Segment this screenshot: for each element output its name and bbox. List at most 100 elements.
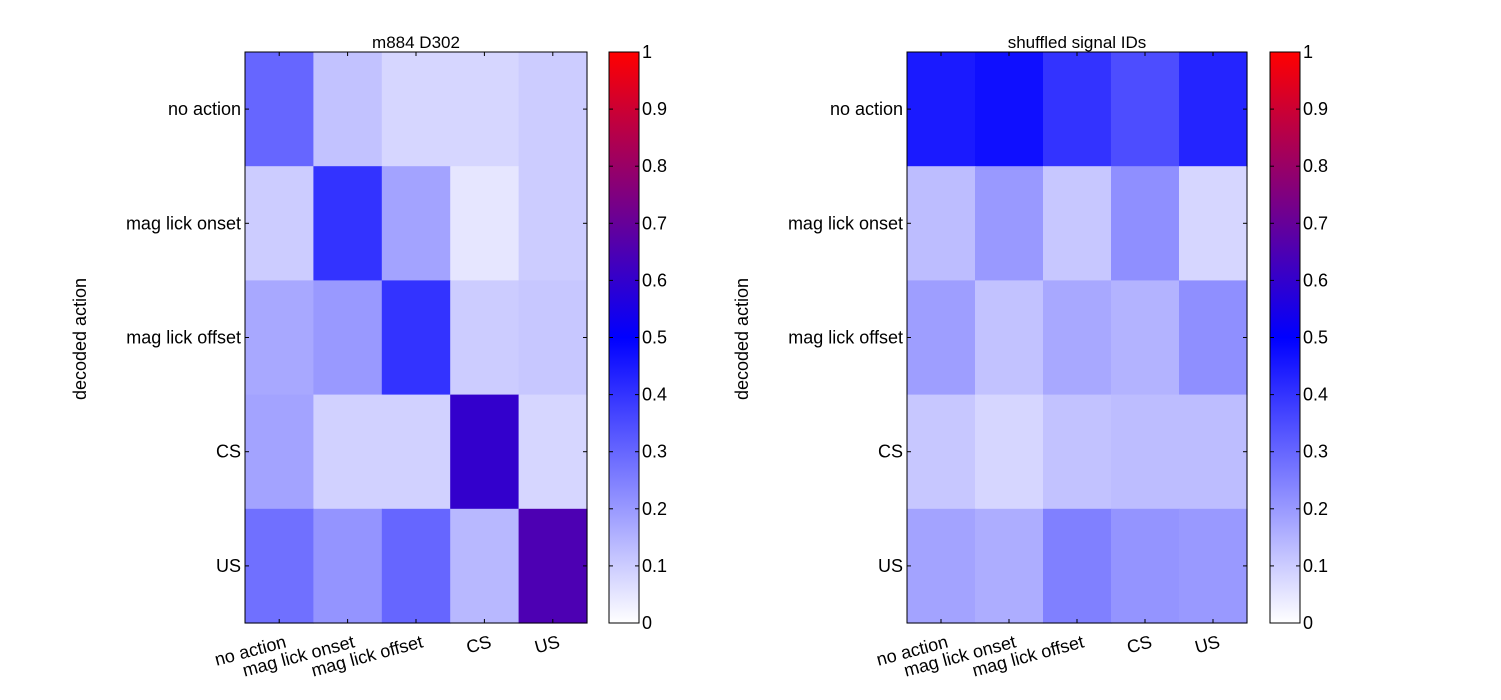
y-tick-label: US: [878, 556, 903, 576]
heatmap-cells: [907, 52, 1248, 624]
heatmap-cell: [975, 508, 1044, 624]
heatmap-cell: [1043, 52, 1112, 167]
heatmap-cell: [1111, 508, 1180, 624]
heatmap-cell: [907, 52, 976, 167]
heatmap-cell: [518, 280, 588, 396]
y-tick-label: CS: [216, 442, 241, 462]
heatmap-cell: [381, 166, 451, 281]
x-tick-label: CS: [464, 632, 493, 658]
y-axis-label: decoded action: [732, 278, 752, 400]
colorbar-gradient: [1270, 52, 1300, 623]
heatmap-cell: [518, 52, 588, 167]
heatmap-cell: [1043, 166, 1112, 281]
heatmap-cell: [381, 394, 451, 510]
y-tick-label: mag lick offset: [126, 328, 241, 348]
colorbar-tick-label: 0.6: [1303, 270, 1328, 290]
heatmap-cell: [907, 394, 976, 510]
heatmap-cells: [245, 52, 588, 624]
colorbar-tick-label: 0.9: [1303, 99, 1328, 119]
y-axis-label: decoded action: [70, 278, 90, 400]
colorbar-tick-label: 0.5: [1303, 328, 1328, 348]
x-tick-label: US: [532, 632, 561, 658]
heatmap-cell: [381, 508, 451, 624]
axis-ticks: no action mag lick onset mag lick offset CS…: [126, 52, 587, 681]
heatmap-cell: [1111, 394, 1180, 510]
colorbar-tick-label: 1: [1303, 42, 1313, 62]
heatmap-cell: [245, 52, 314, 167]
heatmap-cell: [381, 280, 451, 396]
heatmap-cell: [518, 394, 588, 510]
y-tick-label: CS: [878, 442, 903, 462]
colorbar-tick-label: 0.1: [642, 556, 667, 576]
colorbar-tick-label: 0.2: [642, 499, 667, 519]
heatmap-cell: [1179, 52, 1248, 167]
colorbar-tick-label: 0.3: [1303, 442, 1328, 462]
heatmap-cell: [907, 508, 976, 624]
heatmap-panel-left: m884 D302 decoded action no action mag li…: [70, 33, 667, 681]
y-tick-label: no action: [168, 99, 241, 119]
x-tick-label: US: [1193, 632, 1222, 658]
colorbar-tick-label: 0.7: [642, 213, 667, 233]
colorbar: 0 0.1 0.2 0.3 0.4 0.5 0.6 0.7 0.8 0.9 1: [608, 42, 667, 633]
heatmap-cell: [907, 166, 976, 281]
heatmap-cell: [975, 394, 1044, 510]
y-tick-label: US: [216, 556, 241, 576]
y-tick-label: mag lick offset: [788, 328, 903, 348]
heatmap-cell: [975, 52, 1044, 167]
colorbar-tick-label: 0.6: [642, 270, 667, 290]
heatmap-cell: [450, 280, 520, 396]
colorbar-tick-label: 1: [642, 42, 652, 62]
heatmap-cell: [313, 394, 383, 510]
heatmap-cell: [907, 280, 976, 396]
heatmap-cell: [450, 394, 520, 510]
heatmap-cell: [1179, 166, 1248, 281]
heatmap-cell: [313, 52, 383, 167]
panel-title: shuffled signal IDs: [1008, 33, 1147, 52]
colorbar-tick-label: 0.4: [642, 385, 667, 405]
colorbar-tick-label: 0.2: [1303, 499, 1328, 519]
heatmap-cell: [313, 508, 383, 624]
colorbar-tick-label: 0.3: [642, 442, 667, 462]
heatmap-cell: [1111, 52, 1180, 167]
heatmap-cell: [1111, 166, 1180, 281]
x-tick-label: CS: [1125, 632, 1154, 658]
y-tick-label: mag lick onset: [788, 213, 903, 233]
heatmap-cell: [450, 508, 520, 624]
heatmap-cell: [245, 166, 314, 281]
heatmap-cell: [313, 166, 383, 281]
heatmap-cell: [245, 280, 314, 396]
colorbar-tick-label: 0.8: [642, 156, 667, 176]
colorbar-tick-label: 0.8: [1303, 156, 1328, 176]
heatmap-cell: [381, 52, 451, 167]
panel-title: m884 D302: [372, 33, 460, 52]
colorbar-tick-label: 0: [642, 613, 652, 633]
heatmap-cell: [450, 52, 520, 167]
colorbar-tick-label: 0.7: [1303, 213, 1328, 233]
heatmap-cell: [245, 508, 314, 624]
colorbar-tick-label: 0.4: [1303, 385, 1328, 405]
plot-frame: [244, 51, 588, 624]
plot-frame: [906, 51, 1248, 624]
heatmap-cell: [1043, 394, 1112, 510]
y-tick-label: mag lick onset: [126, 213, 241, 233]
heatmap-cell: [518, 508, 588, 624]
colorbar-tick-label: 0.1: [1303, 556, 1328, 576]
heatmap-cell: [1043, 508, 1112, 624]
heatmap-panel-right: shuffled signal IDs decoded action no ac…: [732, 33, 1328, 681]
heatmap-cell: [1043, 280, 1112, 396]
heatmap-cell: [313, 280, 383, 396]
colorbar-tick-label: 0: [1303, 613, 1313, 633]
heatmap-cell: [975, 280, 1044, 396]
heatmap-cell: [1179, 508, 1248, 624]
heatmap-cell: [518, 166, 588, 281]
colorbar-gradient: [609, 52, 639, 623]
y-tick-label: no action: [830, 99, 903, 119]
heatmap-cell: [1111, 280, 1180, 396]
heatmap-cell: [1179, 280, 1248, 396]
heatmap-cell: [450, 166, 520, 281]
heatmap-cell: [245, 394, 314, 510]
colorbar-tick-label: 0.9: [642, 99, 667, 119]
colorbar-tick-label: 0.5: [642, 328, 667, 348]
colorbar: 0 0.1 0.2 0.3 0.4 0.5 0.6 0.7 0.8 0.9 1: [1269, 42, 1328, 633]
